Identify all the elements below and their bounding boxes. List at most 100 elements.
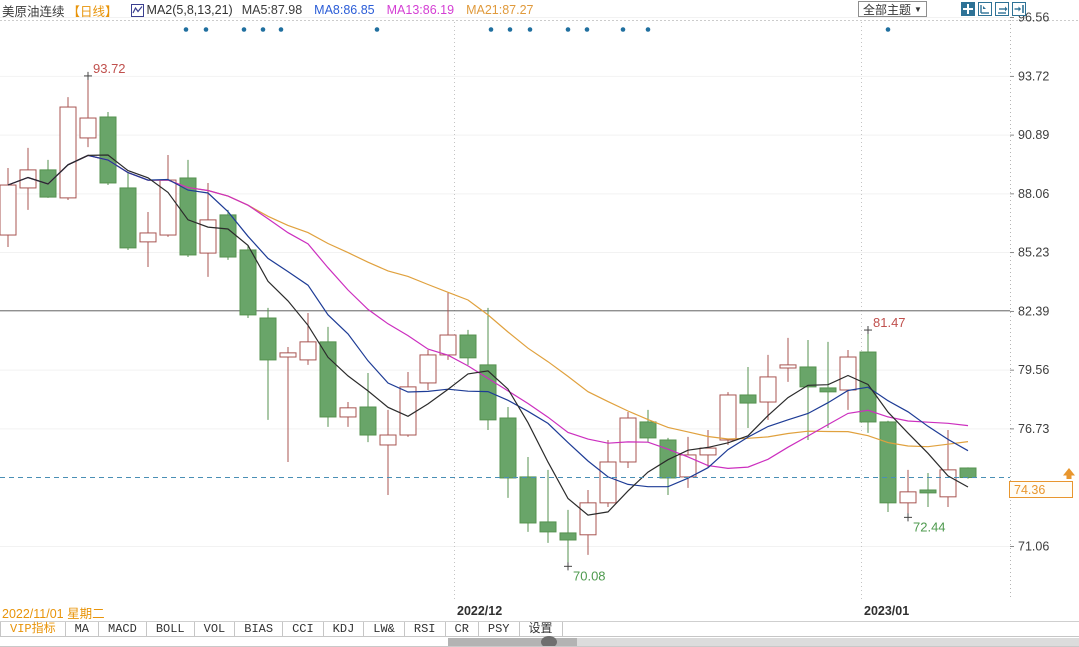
y-tick-label: 88.06 (1018, 187, 1049, 201)
candle-body (119, 187, 137, 249)
candle-body (339, 407, 357, 418)
candlestick-chart[interactable]: 93.7281.4770.0872.4496.5693.7290.8988.06… (0, 0, 1079, 601)
month-label-jan: 2023/01 (864, 604, 910, 618)
tab-MACD[interactable]: MACD (99, 622, 147, 636)
tab-设置[interactable]: 设置 (520, 622, 563, 636)
indicator-tab-bar: VIP指标 MA MACD BOLL VOL BIAS CCI KDJ LW& RSI CR PSY 设… (0, 622, 1079, 637)
tab-LW&[interactable]: LW& (364, 622, 405, 636)
tab-CR[interactable]: CR (446, 622, 479, 636)
event-dot (260, 27, 266, 32)
candle-body (799, 366, 817, 388)
candle-body (19, 169, 37, 189)
candle-body (579, 502, 597, 536)
price-box-value: 74.36 (1014, 483, 1045, 497)
date-axis-row: 2022/11/01 星期二 2022/12 2023/01 (0, 600, 1079, 624)
event-dot (645, 27, 651, 32)
chart-controls: 全部主题 ▼ (858, 1, 1026, 17)
tab-RSI[interactable]: RSI (405, 622, 446, 636)
y-tick-label: 93.72 (1018, 69, 1049, 83)
event-dot (374, 27, 380, 32)
candle-body (599, 461, 617, 504)
candle-body (459, 334, 477, 359)
y-tick-label: 85.23 (1018, 246, 1049, 260)
indicator-chart-icon (130, 3, 144, 17)
candle-body (939, 469, 957, 498)
ma5-line (7, 154, 969, 516)
candle-body (239, 249, 257, 316)
theme-dropdown-label: 全部主题 (863, 2, 912, 17)
annotation-72.44: 72.44 (913, 519, 946, 534)
candle-body (79, 117, 97, 139)
candle-body (99, 116, 117, 184)
period-label: 【日线】 (67, 4, 118, 19)
candle-body (439, 334, 457, 356)
zoom-horizontal-icon[interactable] (977, 2, 992, 16)
candle-body (699, 447, 717, 456)
candle-body (199, 219, 217, 254)
candle-body (839, 356, 857, 391)
candle-body (679, 454, 697, 478)
candle-body (359, 406, 377, 436)
candle-body (779, 364, 797, 369)
tab-PSY[interactable]: PSY (479, 622, 520, 636)
tab-BIAS[interactable]: BIAS (235, 622, 284, 636)
ma-value-1: MA8:86.85 (314, 3, 375, 17)
candle-body (479, 364, 497, 421)
chart-legend: 美原油连续 【日线】 MA2(5,8,13,21) MA5:87.98 MA8:8… (0, 0, 533, 20)
chart-scrollbar-track[interactable] (577, 638, 1079, 646)
candle-body (879, 421, 897, 504)
event-dot (507, 27, 513, 32)
event-dot (527, 27, 533, 32)
chart-scrollbar[interactable] (0, 636, 1079, 646)
event-dot (183, 27, 189, 32)
ma-values: MA5:87.98 MA8:86.85 MA13:86.19 MA21:87.27 (242, 3, 534, 17)
candle-body (559, 532, 577, 541)
candle-body (519, 476, 537, 524)
go-to-latest-icon[interactable] (1011, 2, 1026, 16)
event-dot (584, 27, 590, 32)
candle-body (759, 376, 777, 403)
symbol-title: 美原油连续 (2, 4, 65, 19)
candle-body (179, 177, 197, 256)
tab-VIP指标[interactable]: VIP指标 (0, 622, 66, 636)
candle-body (739, 394, 757, 404)
candle-body (259, 317, 277, 361)
crosshair-icon[interactable] (960, 2, 975, 16)
candle-body (899, 491, 917, 504)
candle-body (319, 341, 337, 418)
tab-CCI[interactable]: CCI (283, 622, 324, 636)
month-label-dec: 2022/12 (457, 604, 503, 618)
candle-body (719, 394, 737, 441)
event-dot (203, 27, 209, 32)
annotation-81.47: 81.47 (873, 315, 906, 330)
candle-body (959, 467, 977, 479)
y-tick-label: 71.06 (1018, 539, 1049, 553)
tab-KDJ[interactable]: KDJ (324, 622, 365, 636)
price-box (1009, 481, 1073, 498)
candle-body (499, 417, 517, 479)
candle-body (0, 184, 17, 236)
candle-body (399, 386, 417, 436)
candle-body (279, 352, 297, 358)
candle-body (539, 521, 557, 533)
chart-scrollbar-knob[interactable] (541, 636, 557, 646)
y-tick-label: 90.89 (1018, 128, 1049, 142)
candle-body (819, 387, 837, 393)
candle-body (379, 434, 397, 446)
event-dot (620, 27, 626, 32)
tab-VOL[interactable]: VOL (195, 622, 236, 636)
event-dot (241, 27, 247, 32)
event-dot (488, 27, 494, 32)
y-tick-label: 82.39 (1018, 304, 1049, 318)
chart-toolbar-icons (960, 2, 1026, 16)
tab-MA[interactable]: MA (66, 622, 100, 636)
event-dot (885, 27, 891, 32)
candle-body (219, 214, 237, 258)
chart-scrollbar-thumb[interactable] (448, 638, 577, 646)
pan-right-icon[interactable] (994, 2, 1009, 16)
tab-BOLL[interactable]: BOLL (147, 622, 195, 636)
annotation-93.72: 93.72 (93, 61, 126, 76)
theme-dropdown[interactable]: 全部主题 ▼ (858, 1, 927, 17)
y-tick-label: 79.56 (1018, 363, 1049, 377)
ma-group-label: MA2(5,8,13,21) (146, 3, 233, 17)
